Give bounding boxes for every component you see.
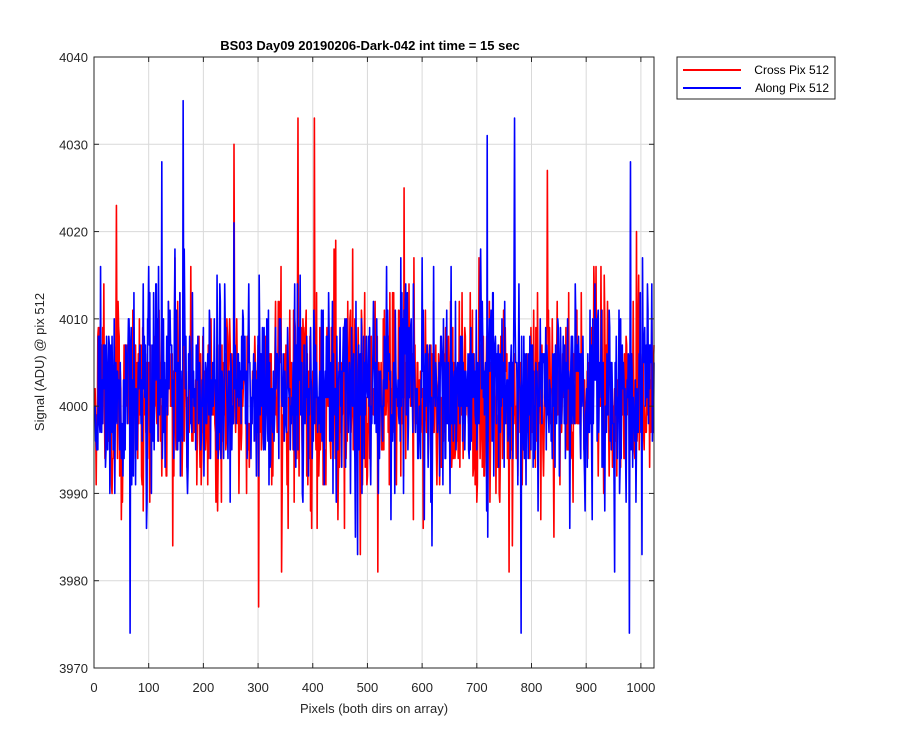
y-tick-label: 4040 <box>59 50 88 65</box>
tick-layer: 0 100 200 300 400 500 600 700 800 900 1000 3970 3980… <box>59 50 655 695</box>
x-tick-label: 900 <box>575 680 597 695</box>
x-axis-label: Pixels (both dirs on array) <box>300 701 448 716</box>
x-tick-label: 500 <box>357 680 379 695</box>
x-tick-label: 100 <box>138 680 160 695</box>
y-tick-label: 3970 <box>59 661 88 676</box>
x-tick-label: 400 <box>302 680 324 695</box>
x-tick-label: 1000 <box>626 680 655 695</box>
y-axis-label: Signal (ADU) @ pix 512 <box>32 293 47 431</box>
x-tick-label: 0 <box>90 680 97 695</box>
y-tick-label: 3980 <box>59 574 88 589</box>
series-layer <box>93 99 655 634</box>
chart-title: BS03 Day09 20190206-Dark-042 int time = … <box>220 38 520 53</box>
legend-box <box>676 56 836 100</box>
x-tick-label: 600 <box>411 680 433 695</box>
y-tick-label: 4010 <box>59 312 88 327</box>
legend: Cross Pix 512 Along Pix 512 <box>676 56 836 100</box>
plot-frame <box>93 56 655 669</box>
y-tick-label: 4030 <box>59 137 88 152</box>
legend-label-along: Along Pix 512 <box>755 81 829 95</box>
legend-label-cross: Cross Pix 512 <box>754 63 829 77</box>
x-tick-label: 800 <box>521 680 543 695</box>
y-tick-label: 4020 <box>59 225 88 240</box>
x-tick-label: 700 <box>466 680 488 695</box>
plot-area: 0 100 200 300 400 500 600 700 800 900 1000 3970 3980… <box>59 50 655 695</box>
series-line-along-pix-512 <box>93 99 655 634</box>
x-tick-label: 300 <box>247 680 269 695</box>
x-tick-label: 200 <box>193 680 215 695</box>
y-tick-label: 3990 <box>59 486 88 501</box>
y-tick-label: 4000 <box>59 399 88 414</box>
